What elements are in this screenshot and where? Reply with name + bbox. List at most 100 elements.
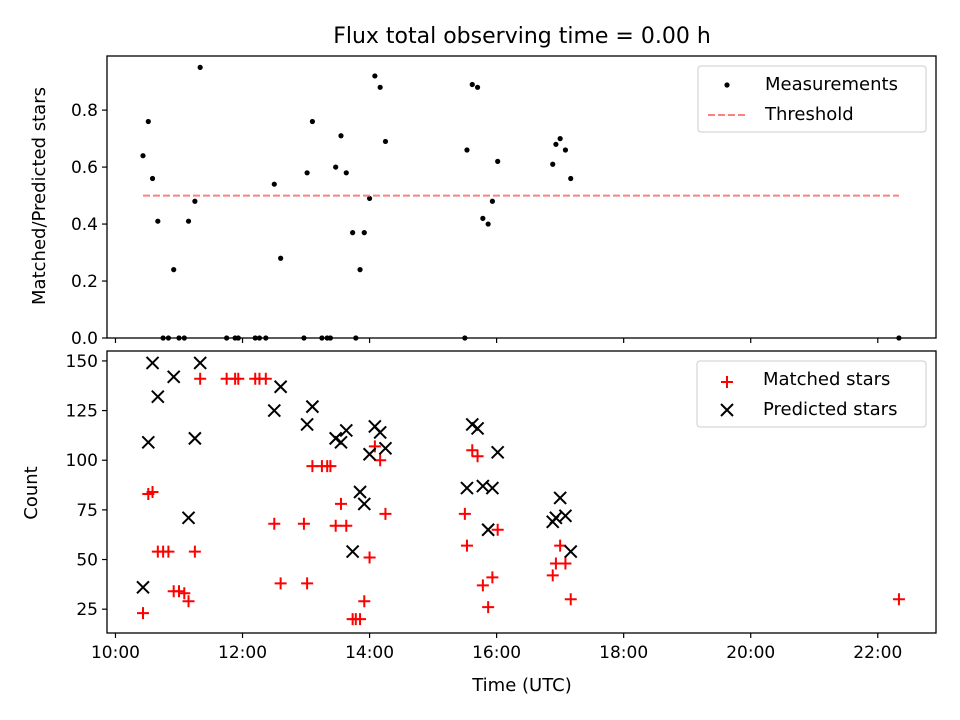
matched-star-point [297, 517, 310, 530]
matched-star-point [268, 517, 281, 530]
predicted-star-point [193, 356, 207, 370]
bottom-y-label: Count [21, 466, 42, 519]
measurement-point [338, 133, 344, 139]
predicted-star-point [300, 417, 314, 432]
top-plot-frame [106, 55, 937, 339]
measurement-point [361, 230, 367, 236]
predicted-star-point [188, 431, 202, 446]
legend-matched-marker [721, 376, 733, 388]
matched-star-point [146, 486, 159, 498]
matched-star-point [546, 569, 559, 582]
measurement-point [155, 218, 161, 224]
matched-star-point [374, 454, 387, 467]
measurement-point [185, 218, 192, 224]
measurement-point [550, 161, 556, 167]
predicted-star-point [470, 421, 485, 436]
measurement-point [474, 84, 481, 90]
measurement-point [271, 181, 277, 187]
predicted-star-point [362, 447, 377, 461]
predicted-star-point [553, 491, 567, 505]
matched-star-point [379, 507, 392, 520]
legend-predicted-marker [720, 403, 734, 417]
y-tick-label: 150 [66, 352, 98, 372]
measurement-point [309, 118, 315, 125]
predicted-star-point [267, 403, 281, 418]
predicted-star-point [345, 544, 360, 559]
y-tick-label: 50 [76, 551, 98, 571]
measurement-point [489, 198, 495, 204]
matched-star-point [162, 545, 175, 558]
matched-star-point [194, 372, 207, 385]
predicted-star-point [353, 485, 367, 499]
measurement-point [377, 84, 383, 90]
measurement-point [197, 64, 203, 70]
measurement-point [171, 267, 177, 273]
measurement-point [140, 153, 146, 159]
matched-star-point [354, 613, 367, 626]
matched-star-point [363, 551, 376, 564]
measurement-point [495, 158, 501, 164]
bottom-legend: Matched stars Predicted stars [696, 360, 927, 428]
matched-star-point [358, 595, 371, 608]
measurement-point [562, 147, 569, 153]
measurement-point [149, 175, 156, 182]
measurement-point [278, 255, 284, 261]
x-tick-label: 12:00 [218, 643, 267, 663]
matched-star-point [232, 372, 245, 385]
matched-star-point [564, 593, 577, 606]
measurement-point [343, 170, 349, 176]
top-legend: Measurements Threshold [697, 65, 927, 133]
measurement-point [568, 175, 574, 182]
measurement-point [557, 136, 563, 142]
top-legend-box [697, 65, 927, 133]
predicted-star-point [373, 425, 387, 440]
y-tick-label: 0.2 [71, 272, 98, 292]
y-tick-label: 125 [66, 402, 98, 422]
legend-measurements-label: Measurements [765, 74, 898, 95]
measurement-point [145, 118, 151, 125]
matched-star-point [368, 440, 381, 453]
matched-star-point [892, 593, 905, 606]
legend-threshold-label: Threshold [764, 104, 854, 125]
matched-star-point [466, 444, 479, 457]
predicted-star-point [305, 399, 320, 414]
legend-predicted-label: Predicted stars [763, 399, 897, 420]
top-panel: Matched/Predicted stars 0.00.20.40.60.8 … [29, 55, 937, 349]
bottom-legend-box [696, 360, 927, 428]
matched-star-point [324, 460, 337, 473]
matched-star-point [301, 577, 314, 590]
x-tick-label: 22:00 [853, 643, 902, 663]
predicted-star-point [141, 435, 155, 450]
matched-star-point [554, 539, 567, 552]
predicted-star-point [481, 523, 495, 537]
matched-star-point [476, 579, 489, 592]
bottom-plot-frame [106, 350, 937, 634]
x-tick-label: 10:00 [91, 643, 140, 663]
predicted-star-point [460, 481, 474, 495]
legend-matched-label: Matched stars [763, 369, 890, 390]
chart-title: Flux total observing time = 0.00 h [333, 24, 711, 49]
measurement-point [382, 138, 389, 145]
matched-star-point [486, 571, 499, 584]
measurement-point [357, 267, 363, 273]
matched-star-point [172, 585, 185, 598]
y-tick-label: 0.8 [71, 101, 98, 121]
measurement-point [553, 141, 559, 147]
measurement-point [464, 147, 470, 153]
predicted-star-point [136, 580, 150, 595]
predicted-star-point [564, 544, 578, 559]
measurement-point [469, 81, 475, 88]
y-tick-label: 25 [76, 600, 98, 620]
predicted-star-point [558, 509, 573, 523]
matched-star-point [182, 595, 195, 608]
matched-star-point [188, 545, 201, 558]
y-tick-label: 75 [76, 501, 98, 521]
y-tick-label: 0.4 [71, 215, 98, 235]
y-tick-label: 100 [66, 451, 98, 471]
matched-star-point [178, 587, 191, 600]
measurement-point [366, 195, 373, 202]
matched-star-point [136, 607, 149, 620]
measurement-point [350, 230, 356, 236]
x-tick-label: 18:00 [599, 643, 648, 663]
